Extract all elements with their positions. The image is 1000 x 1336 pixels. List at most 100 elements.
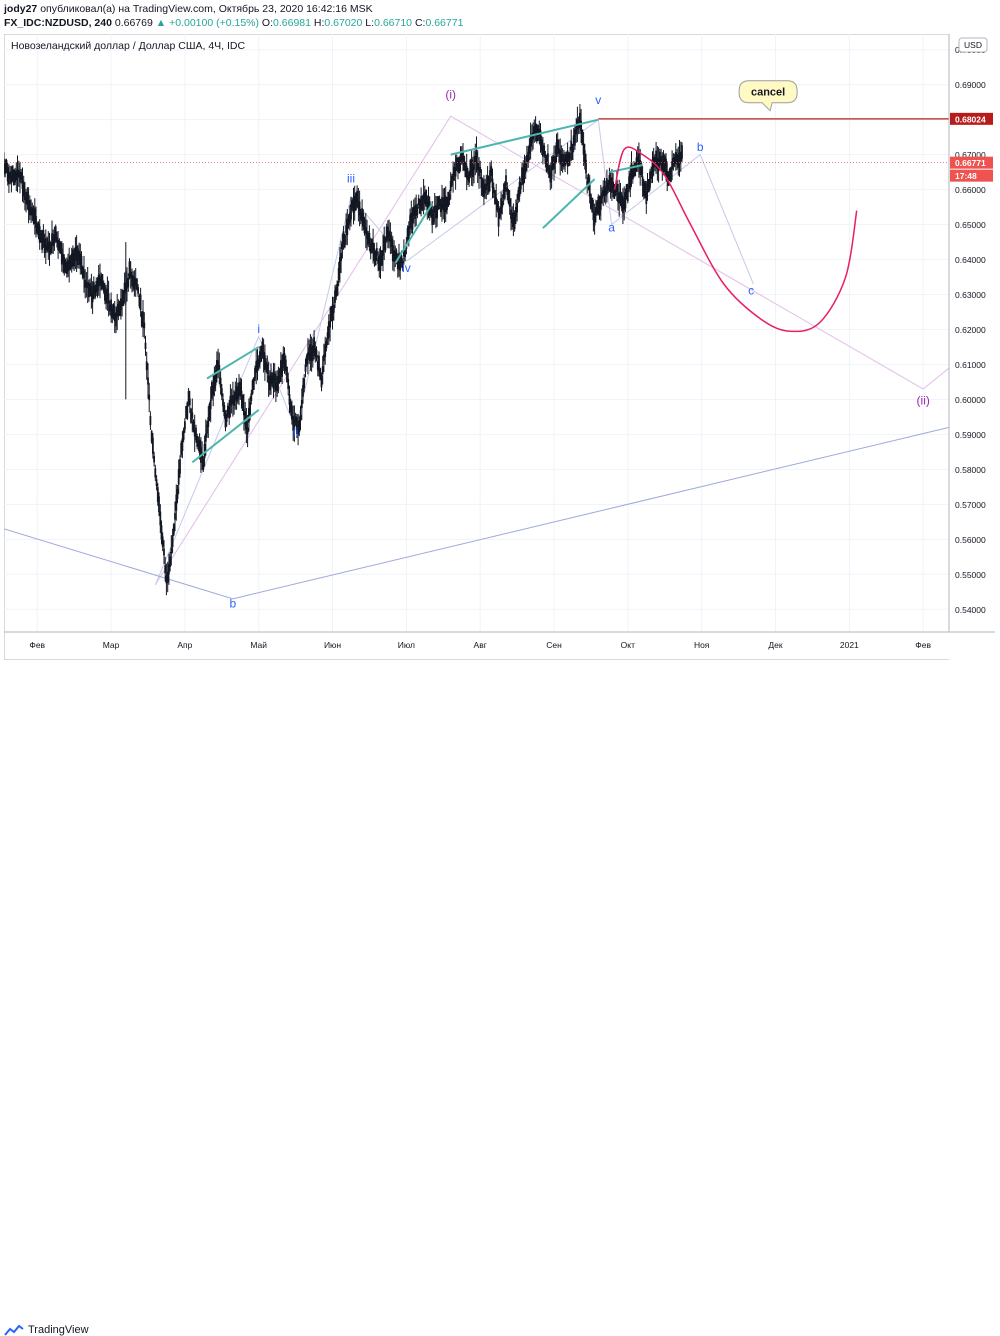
low-label: L:	[365, 17, 375, 29]
candle-body	[209, 399, 212, 409]
candle-body	[232, 395, 234, 404]
candle-body	[410, 212, 413, 222]
candle-body	[336, 280, 339, 296]
candle-body	[540, 139, 543, 152]
candle-body	[121, 299, 123, 306]
candle-body	[382, 250, 384, 256]
candle-body	[154, 468, 157, 478]
candle-body	[601, 192, 603, 199]
candle-body	[327, 321, 330, 338]
candle-body	[331, 306, 334, 321]
candle-body	[60, 248, 63, 265]
candle-body	[140, 311, 143, 327]
published-text: опубликовал(а) на TradingView.com, Октяб…	[40, 3, 373, 15]
open-value: 0.66981	[273, 17, 311, 29]
candle-body	[372, 242, 374, 250]
candle-body	[44, 243, 47, 250]
candle-body	[670, 167, 672, 182]
candle-body	[617, 192, 619, 203]
candle-body	[581, 129, 584, 146]
candle-body	[615, 180, 618, 192]
candle-body	[131, 274, 133, 286]
price-change: +0.00100 (+0.15%)	[169, 17, 259, 29]
candle-body	[375, 248, 378, 256]
candle-body	[318, 355, 320, 373]
candle-body	[371, 238, 373, 254]
price-tick-label: 0.65000	[955, 220, 986, 230]
candle-body	[526, 155, 528, 163]
wave-label: iii	[347, 172, 355, 186]
candle-body	[297, 425, 299, 435]
candle-body	[666, 170, 669, 182]
wave-label: b	[697, 140, 704, 154]
candle-body	[345, 225, 347, 233]
candle-body	[161, 536, 164, 547]
candle-body	[602, 190, 605, 197]
candle-body	[100, 278, 103, 285]
candle-body	[406, 228, 409, 240]
candle-body	[383, 236, 386, 251]
candle-body	[393, 250, 395, 262]
tradingview-logo[interactable]: TradingView	[4, 1324, 89, 1336]
candle-body	[319, 368, 322, 380]
candle-body	[492, 187, 495, 194]
symbol-name[interactable]: FX_IDC:NZDUSD, 240	[4, 17, 112, 29]
price-tick-label: 0.56000	[955, 535, 986, 545]
candle-body	[14, 170, 16, 183]
candle-body	[458, 156, 461, 174]
candle-body	[459, 154, 462, 163]
candle-body	[626, 185, 629, 202]
time-tick-label: Окт	[621, 640, 635, 650]
candle-body	[219, 377, 222, 388]
candle-body	[20, 172, 23, 181]
candle-body	[380, 250, 383, 266]
candle-body	[335, 287, 338, 297]
candle-body	[234, 391, 237, 400]
candle-body	[105, 290, 107, 304]
candle-body	[523, 164, 526, 174]
candle-body	[272, 372, 275, 389]
candle-body	[238, 382, 240, 397]
candle-body	[353, 195, 356, 211]
candle-body	[174, 513, 176, 520]
candle-body	[11, 165, 14, 182]
candle-body	[639, 160, 642, 175]
channel-line	[394, 203, 434, 264]
time-tick-label: Дек	[768, 640, 782, 650]
author-name[interactable]: jody27	[4, 3, 38, 15]
candle-body	[672, 157, 675, 166]
currency-badge[interactable]: USD	[958, 37, 988, 53]
candle-body	[561, 154, 564, 167]
candle-body	[292, 415, 295, 431]
candle-body	[217, 360, 219, 367]
candle-body	[49, 242, 52, 254]
candle-body	[134, 279, 137, 286]
candle-body	[28, 200, 31, 216]
candle-body	[583, 150, 586, 164]
candle-body	[538, 128, 541, 136]
wave-label: (i)	[445, 88, 456, 102]
candle-body	[276, 375, 279, 392]
candle-body	[569, 153, 571, 160]
candle-body	[299, 414, 302, 421]
candle-body	[545, 155, 548, 172]
candle-body	[448, 194, 451, 201]
price-tick-label: 0.69000	[955, 80, 986, 90]
candle-body	[268, 375, 271, 391]
candle-body	[251, 380, 254, 394]
price-axis[interactable]	[949, 34, 995, 660]
candle-body	[326, 332, 329, 340]
wave-path-larger-degree	[3, 426, 950, 600]
candle-body	[143, 322, 146, 329]
candle-body	[471, 166, 474, 177]
candle-body	[660, 156, 662, 164]
candle-body	[358, 201, 361, 216]
candle-body	[310, 347, 313, 361]
candle-body	[65, 261, 68, 274]
candle-body	[255, 361, 258, 373]
candle-body	[560, 154, 563, 163]
candle-body	[396, 261, 399, 270]
candle-body	[153, 455, 155, 463]
